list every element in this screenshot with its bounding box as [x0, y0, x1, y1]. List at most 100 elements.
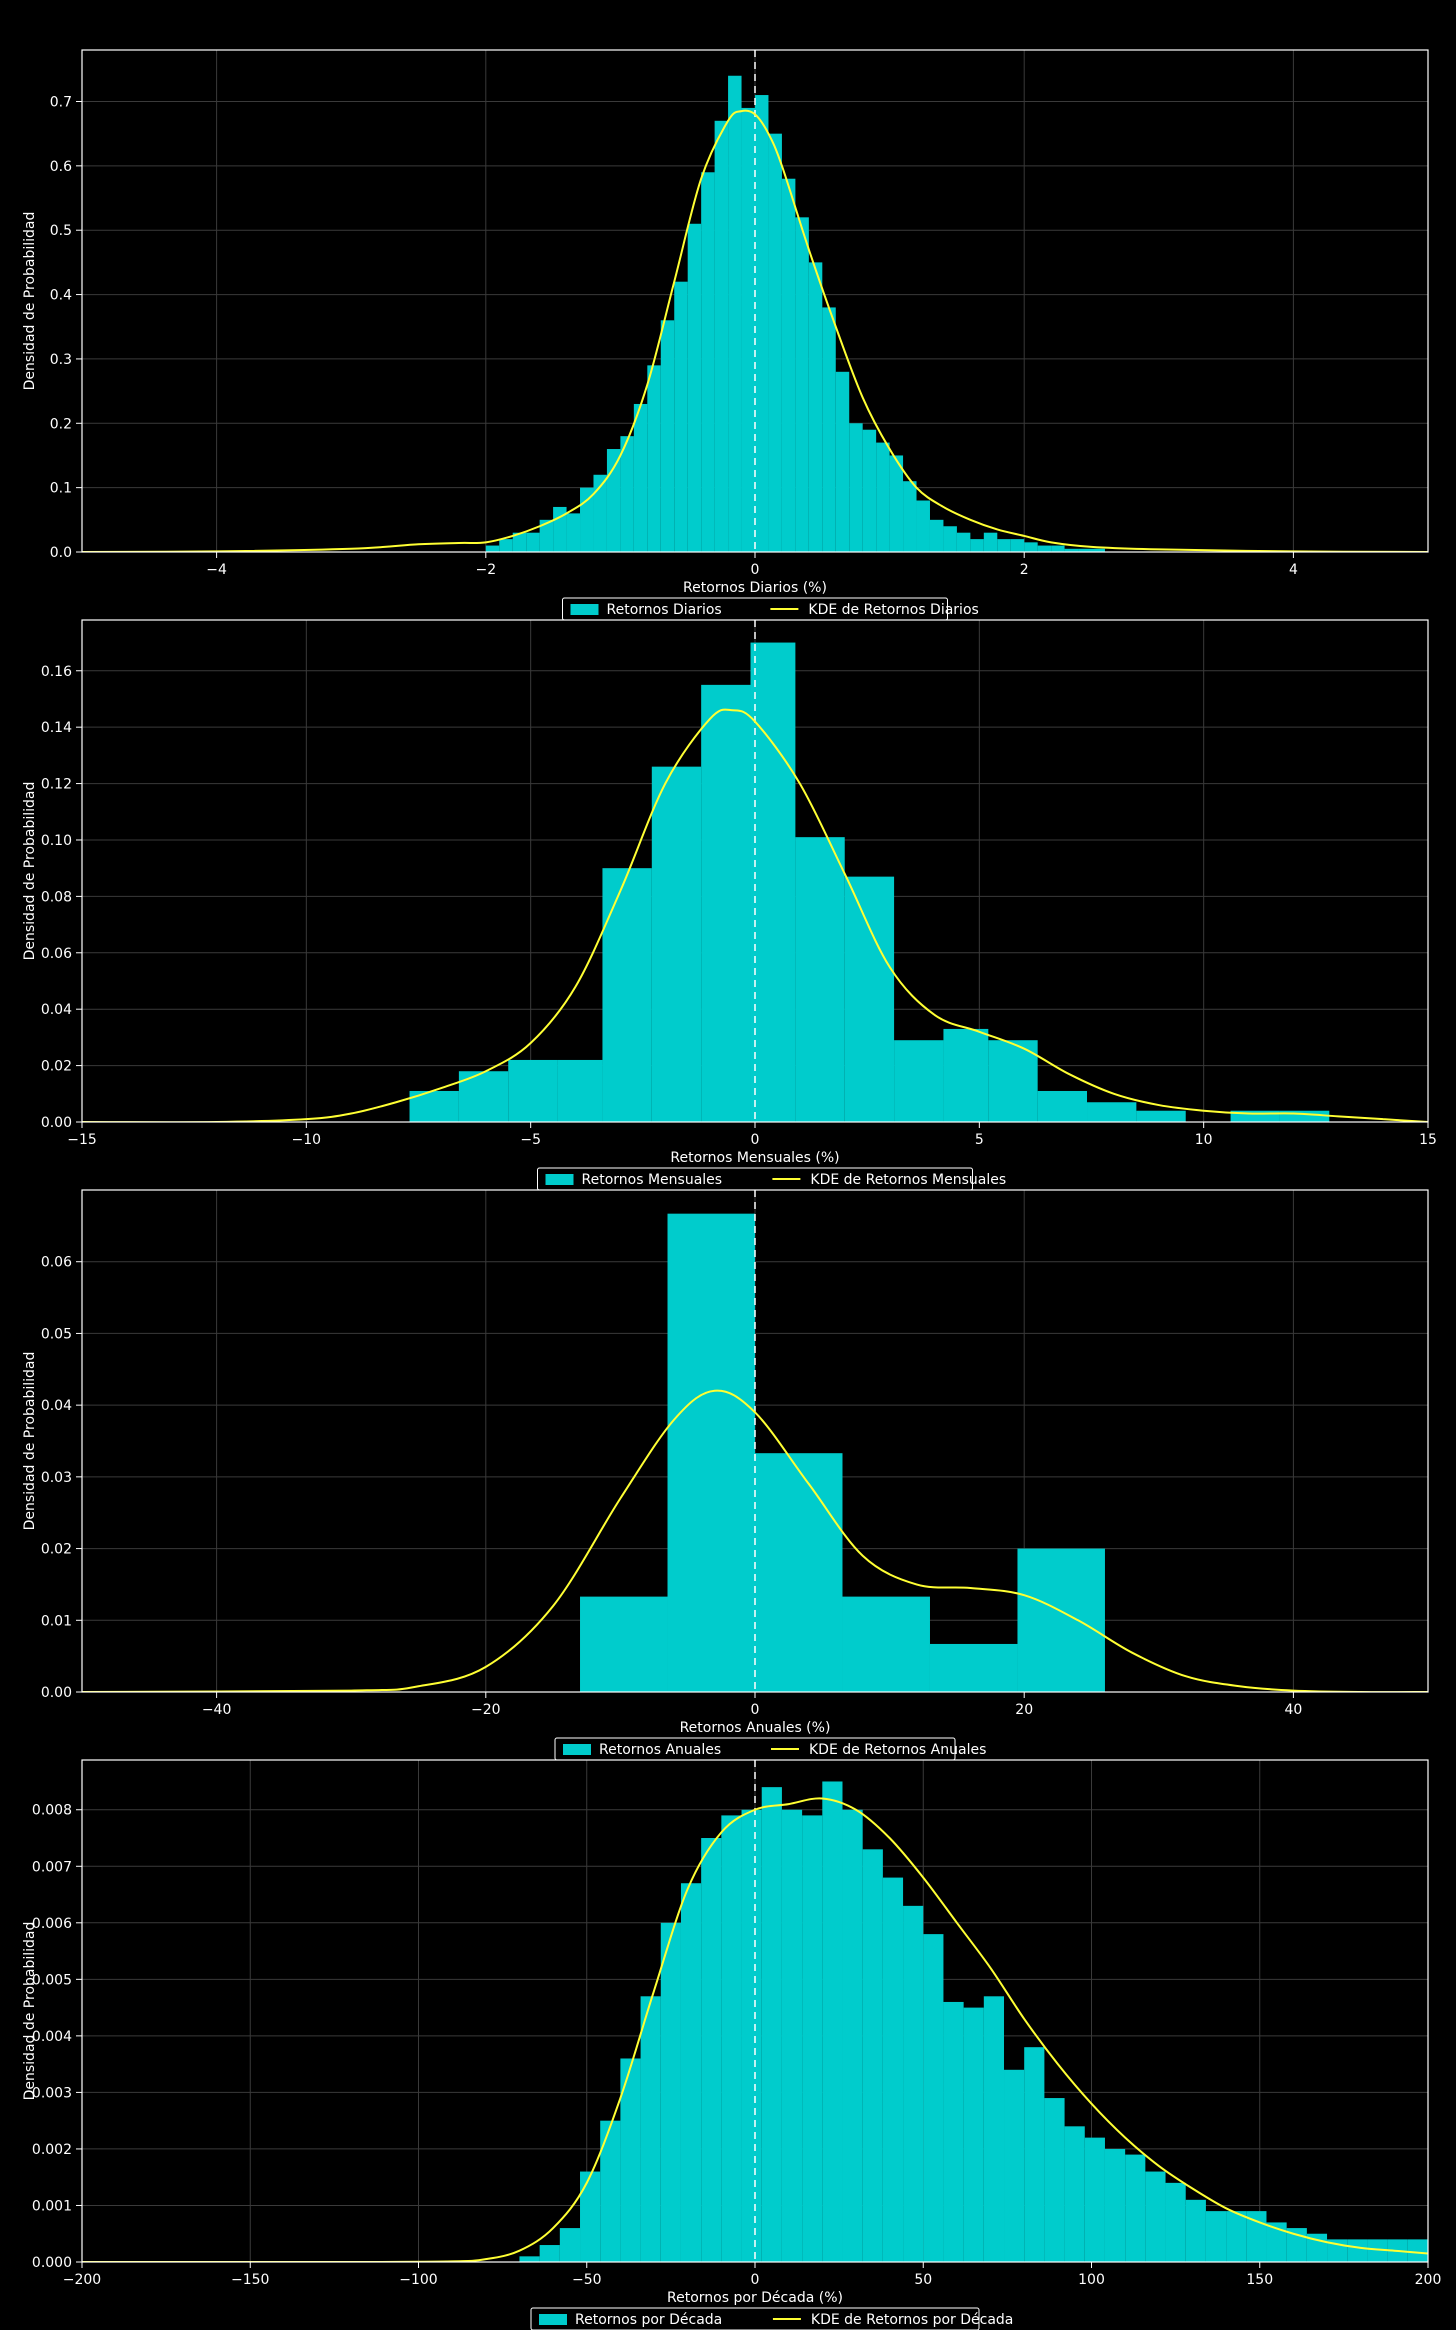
histogram-bar: [943, 526, 957, 552]
histogram-bar: [633, 403, 648, 552]
y-tick-label: 0.6: [50, 159, 72, 175]
x-axis-label: Retornos por Década (%): [667, 2290, 843, 2306]
histogram-bar: [714, 120, 729, 552]
histogram-bar: [997, 539, 1011, 552]
histogram-bar: [903, 481, 917, 552]
histogram-bar: [755, 95, 769, 552]
histogram-bar: [849, 423, 863, 552]
x-axis-label: Retornos Mensuales (%): [670, 1150, 839, 1166]
x-tick-label: 10: [1195, 1132, 1213, 1148]
histogram-bar: [1064, 548, 1079, 552]
y-tick-label: 0.7: [50, 94, 72, 110]
y-tick-label: 0.5: [50, 223, 72, 239]
x-tick-label: 4: [1289, 562, 1298, 578]
histogram-bar: [512, 532, 527, 552]
histogram-bars: [409, 642, 1330, 1122]
histogram-bar: [1064, 2126, 1085, 2262]
histogram-bar: [728, 75, 742, 552]
histogram-bar: [842, 1809, 863, 2262]
legend: Retornos Anuales KDE de Retornos Anuales: [554, 1737, 986, 1761]
histogram-bar: [970, 539, 984, 552]
histogram-bar: [822, 307, 836, 552]
y-tick-label: 0.00: [41, 1115, 72, 1131]
histogram-bar: [943, 1028, 989, 1122]
histogram-bar: [808, 262, 823, 552]
histogram-bar: [1037, 1090, 1088, 1122]
histogram-bar: [802, 1815, 823, 2262]
histogram-bar: [983, 1996, 1005, 2262]
y-tick-label: 0.1: [50, 481, 72, 497]
histogram-bar: [660, 1922, 681, 2262]
histogram-bar: [1084, 2137, 1105, 2262]
y-tick-label: 0.004: [32, 2029, 72, 2045]
legend-swatch-histogram: [545, 1174, 574, 1185]
legend-label-kde: KDE de Retornos Mensuales: [810, 1172, 1006, 1188]
histogram-bar: [651, 766, 702, 1122]
y-tick-label: 0.005: [32, 1972, 72, 1988]
legend-label-kde: KDE de Retornos Diarios: [808, 602, 978, 618]
legend: Retornos por Década KDE de Retornos por D…: [530, 2307, 1013, 2330]
histogram-bar: [862, 429, 877, 552]
y-tick-label: 0.01: [41, 1613, 72, 1629]
y-tick-label: 0.05: [41, 1326, 72, 1342]
histogram-bar: [1266, 2222, 1287, 2262]
y-tick-label: 0.12: [41, 777, 72, 793]
x-tick-label: 0: [751, 562, 760, 578]
histogram-bar: [559, 2228, 581, 2262]
kde-curve: [82, 109, 1428, 552]
histogram-bar: [963, 2007, 984, 2262]
y-tick-label: 0.03: [41, 1470, 72, 1486]
y-tick-label: 0.02: [41, 1059, 72, 1075]
histogram-bar: [795, 217, 809, 552]
histogram-bar: [539, 519, 554, 552]
histogram-bar: [1024, 2047, 1045, 2262]
x-tick-label: 100: [1078, 2272, 1105, 2288]
histogram-bar: [1051, 545, 1065, 552]
y-tick-label: 0.02: [41, 1542, 72, 1558]
histogram-bar: [600, 2120, 621, 2262]
histogram-bar: [1037, 545, 1052, 552]
x-tick-label: 50: [914, 2272, 932, 2288]
histogram-bar: [580, 1596, 668, 1692]
x-tick-label: 0: [751, 1132, 760, 1148]
y-tick-label: 0.001: [32, 2198, 72, 2214]
histogram-bar: [903, 1905, 924, 2262]
histogram-bar: [557, 1059, 603, 1122]
histogram-bar: [519, 2256, 540, 2262]
histogram-bars: [485, 75, 1105, 552]
histogram-bar: [741, 107, 755, 552]
y-tick-label: 0.007: [32, 1859, 72, 1875]
y-tick-label: 0.2: [50, 416, 72, 432]
x-tick-label: −15: [67, 1132, 97, 1148]
histogram-bar: [1087, 1102, 1137, 1122]
histogram-bar: [741, 1809, 762, 2262]
histogram-bar: [956, 532, 971, 552]
histogram-bar: [674, 281, 688, 552]
histogram-bar: [1024, 542, 1038, 552]
histogram-bar: [602, 868, 652, 1122]
histogram-bar: [876, 442, 890, 552]
histogram-bar: [755, 1453, 843, 1692]
chart-panel-4: −200 −150 −100 −50 0 50 100 150 200 0.000 0.001 0.0…: [22, 1759, 1441, 2330]
histogram-bar: [499, 539, 513, 552]
histogram-bar: [768, 133, 782, 552]
x-tick-label: −50: [572, 2272, 602, 2288]
histogram-bar: [485, 545, 500, 552]
histogram-bar: [680, 1883, 702, 2262]
histogram-bar: [844, 876, 895, 1122]
x-tick-label: −40: [202, 1702, 232, 1718]
histogram-bar: [1279, 1110, 1330, 1122]
x-axis-label: Retornos Anuales (%): [680, 1720, 831, 1736]
histogram-bar: [1367, 2239, 1388, 2262]
histogram-bar: [1347, 2239, 1368, 2262]
y-tick-label: 0.04: [41, 1398, 72, 1414]
kde-curve: [82, 1797, 1428, 2262]
legend-label-histogram: Retornos Diarios: [607, 602, 722, 618]
y-axis-label: Densidad de Probabilidad: [22, 1352, 38, 1531]
x-tick-label: −2: [475, 562, 496, 578]
x-tick-label: −20: [471, 1702, 501, 1718]
histogram-bar: [988, 1040, 1038, 1122]
histogram-bar: [526, 532, 540, 552]
y-tick-label: 0.000: [32, 2255, 72, 2271]
histogram-bar: [566, 513, 581, 552]
